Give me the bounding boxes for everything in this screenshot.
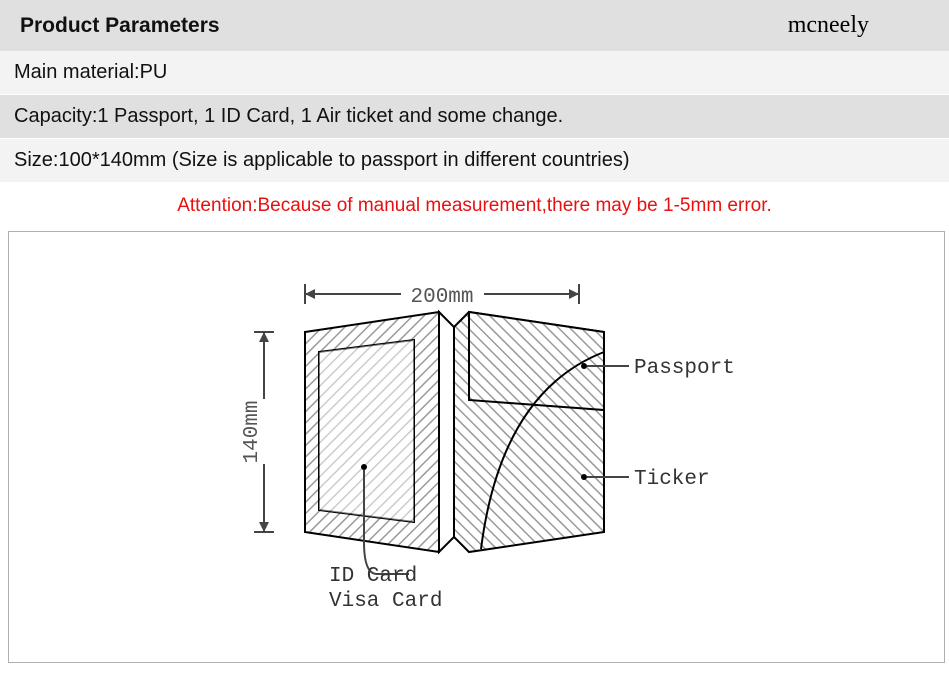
diagram-frame: 200mm 140mm [8, 231, 945, 663]
left-panel [305, 312, 439, 552]
right-panel [454, 312, 604, 552]
id-card-label-1: ID Card [329, 565, 417, 588]
id-card-label-2: Visa Card [329, 590, 442, 613]
arrow-down-icon [259, 522, 269, 532]
fold-spine [439, 312, 454, 552]
brand-logo: mcneely [788, 12, 869, 39]
header-bar: Product Parameters mcneely [0, 0, 949, 51]
row-material: Main material:PU [0, 51, 949, 94]
arrow-left-icon [305, 289, 315, 299]
row-size: Size:100*140mm (Size is applicable to pa… [0, 139, 949, 182]
ticker-marker-icon [581, 474, 587, 480]
arrow-up-icon [259, 332, 269, 342]
passport-marker-icon [581, 363, 587, 369]
attention-text: Attention:Because of manual measurement,… [177, 195, 772, 216]
attention-notice: Attention:Because of manual measurement,… [0, 183, 949, 231]
height-label: 140mm [241, 400, 264, 463]
product-parameters-title: Product Parameters [20, 14, 220, 38]
capacity-text: Capacity:1 Passport, 1 ID Card, 1 Air ti… [14, 105, 563, 128]
size-text: Size:100*140mm (Size is applicable to pa… [14, 149, 630, 172]
passport-label: Passport [634, 357, 735, 380]
width-label: 200mm [410, 286, 473, 309]
passport-holder-diagram: 200mm 140mm [9, 232, 942, 662]
material-text: Main material:PU [14, 61, 167, 84]
id-card-marker-icon [361, 464, 367, 470]
ticker-label: Ticker [634, 468, 710, 491]
arrow-right-icon [569, 289, 579, 299]
row-capacity: Capacity:1 Passport, 1 ID Card, 1 Air ti… [0, 95, 949, 138]
